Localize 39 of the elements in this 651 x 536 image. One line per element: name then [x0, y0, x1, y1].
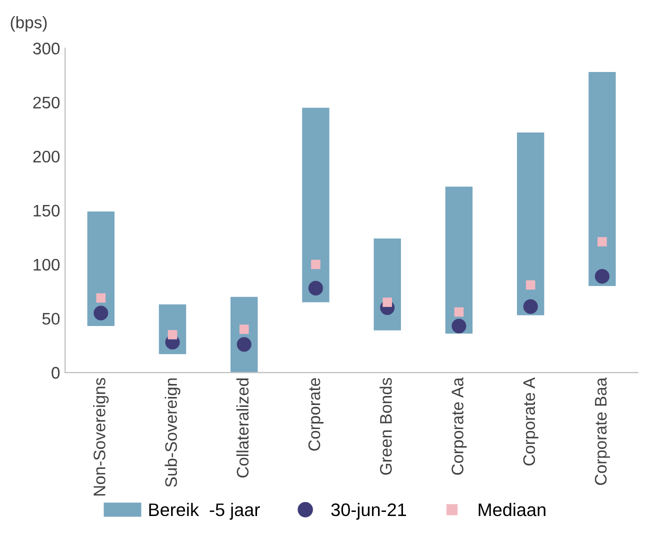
point	[94, 306, 108, 320]
point	[598, 237, 607, 246]
y-tick-label: 250	[33, 96, 60, 108]
point	[308, 280, 324, 296]
x-tick-label: Corporate Aa	[452, 377, 467, 475]
bar	[445, 186, 473, 334]
point	[239, 324, 249, 334]
x-tick-label: Corporate Baa	[594, 377, 610, 485]
y-tick-label: 0	[52, 366, 60, 379]
point	[526, 280, 536, 290]
legend-label: Bereik -5 jaar	[149, 502, 260, 520]
y-axis-title: (bps)	[10, 16, 47, 32]
y-tick-label: 50	[42, 312, 60, 325]
point	[168, 330, 178, 340]
x-tick-label: Corporate	[308, 378, 324, 451]
bar	[516, 132, 544, 316]
x-tick-label: Corporate A	[523, 377, 538, 466]
y-tick-label: 300	[33, 42, 60, 54]
point	[594, 269, 610, 284]
bar	[374, 238, 401, 330]
point	[382, 298, 392, 307]
legend-label: Mediaan	[478, 502, 546, 516]
y-tick-label: 150	[34, 204, 60, 217]
bar	[588, 72, 616, 286]
point	[311, 260, 320, 270]
point	[523, 299, 538, 314]
y-tick-label: 200	[33, 150, 60, 163]
x-tick-label: Sub-Sovereign	[164, 378, 180, 487]
point	[96, 293, 106, 303]
point	[452, 318, 466, 334]
bar	[302, 108, 330, 302]
legend-label: 30-jun-21	[331, 502, 406, 520]
bar	[87, 211, 115, 326]
x-tick-label: Non-Sovereigns	[93, 378, 109, 496]
y-tick-label: 100	[34, 258, 60, 271]
x-tick-label: Collateralized	[236, 378, 249, 478]
x-tick-label: Green Bonds	[380, 378, 392, 475]
point	[454, 307, 464, 317]
point	[236, 337, 252, 352]
